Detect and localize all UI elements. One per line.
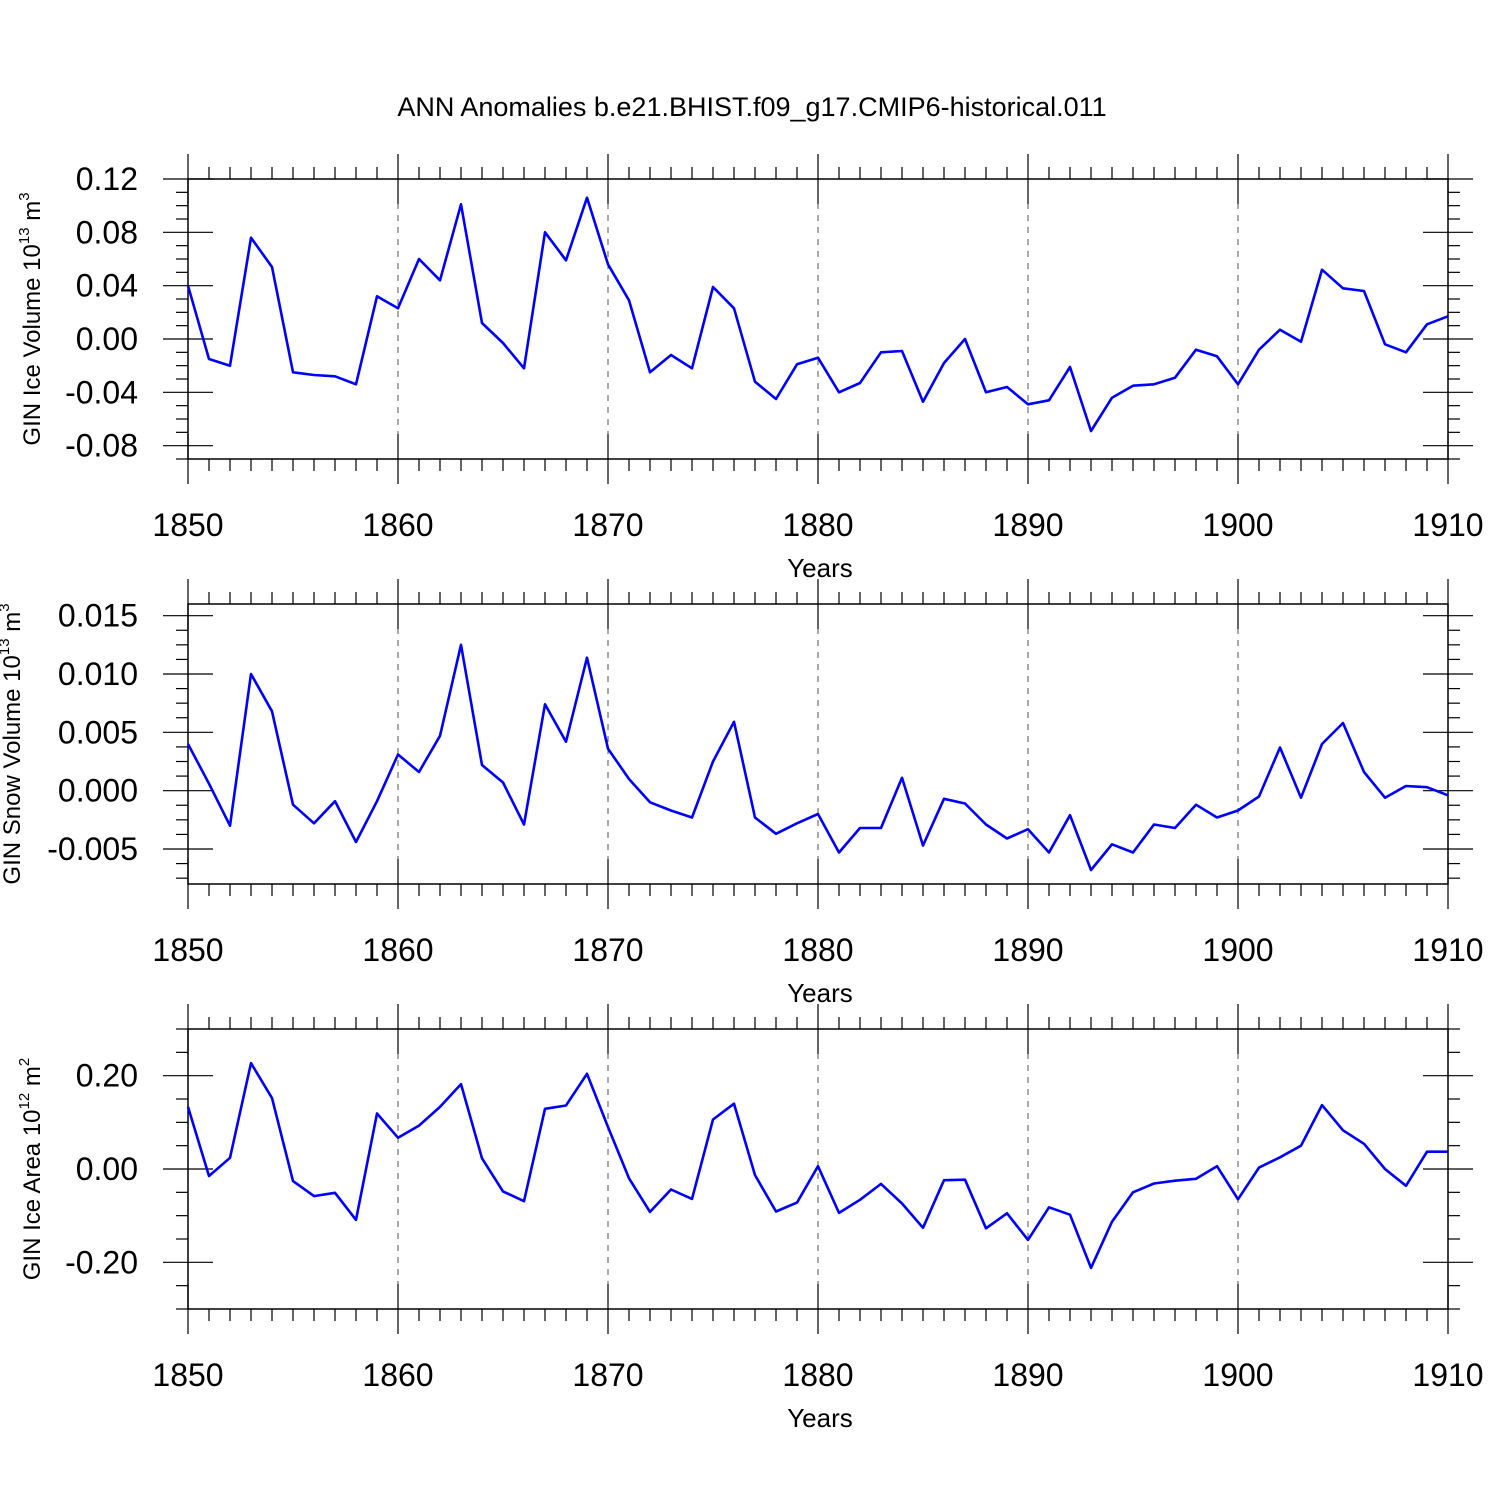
y-tick-label: 0.010 <box>58 656 138 692</box>
x-tick-label: 1880 <box>782 1357 853 1393</box>
y-axis-title-exponent: 13 <box>16 227 33 244</box>
chart-panel-3: 1850 1860 1870 1880 1890 1900 1910 Years -0.20 0.… <box>16 1004 1484 1433</box>
y-axis-title-main: GIN Snow Volume 10 <box>0 655 26 884</box>
x-tick-label: 1890 <box>992 932 1063 968</box>
x-axis-title: Years <box>787 978 853 1008</box>
y-axis-title-exponent: 12 <box>16 1093 33 1110</box>
y-axis-title-main: GIN Ice Volume 10 <box>19 244 46 445</box>
x-tick-label: 1850 <box>152 1357 223 1393</box>
x-tick-label: 1870 <box>572 932 643 968</box>
y-axis-title-main: GIN Ice Area 10 <box>19 1109 46 1280</box>
panels: 1850 1860 1870 1880 1890 1900 1910 Years -0.08 -0… <box>0 154 1484 1433</box>
y-axis-title: GIN Ice Area 1012 m2 <box>16 1058 46 1280</box>
y-tick-label: 0.00 <box>76 321 138 357</box>
series-line <box>186 196 1449 433</box>
x-tick-label: 1910 <box>1412 507 1483 543</box>
y-axis-title-unit-exponent: 2 <box>16 1058 33 1066</box>
x-tick-label: 1900 <box>1202 932 1273 968</box>
y-tick-label: 0.20 <box>76 1058 138 1094</box>
figure-title: ANN Anomalies b.e21.BHIST.f09_g17.CMIP6-… <box>397 92 1106 122</box>
y-tick-label: 0.04 <box>76 268 138 304</box>
x-tick-label: 1860 <box>362 1357 433 1393</box>
y-tick-label: -0.005 <box>47 831 138 867</box>
x-tick-label: 1870 <box>572 1357 643 1393</box>
y-axis-title-unit: m <box>19 201 46 228</box>
x-tick-label: 1890 <box>992 507 1063 543</box>
y-axis-title: GIN Snow Volume 1013 m3 <box>0 603 26 884</box>
y-axis-title-unit-exponent: 3 <box>0 603 13 611</box>
y-tick-label: 0.08 <box>76 214 138 250</box>
x-tick-label: 1880 <box>782 932 853 968</box>
x-tick-label: 1860 <box>362 932 433 968</box>
y-tick-label: 0.015 <box>58 598 138 634</box>
y-axis-title-unit: m <box>0 612 26 639</box>
x-tick-label: 1890 <box>992 1357 1063 1393</box>
series-line <box>186 1061 1448 1270</box>
y-axis-title-unit-exponent: 3 <box>16 192 33 200</box>
y-axis-title: GIN Ice Volume 1013 m3 <box>16 192 46 445</box>
x-tick-label: 1910 <box>1412 932 1483 968</box>
x-axis-title: Years <box>787 553 853 583</box>
x-tick-label: 1900 <box>1202 1357 1273 1393</box>
y-tick-label: 0.005 <box>58 714 138 750</box>
x-tick-label: 1870 <box>572 507 643 543</box>
y-axis-title-exponent: 13 <box>0 638 13 655</box>
x-tick-label: 1860 <box>362 507 433 543</box>
x-tick-label: 1850 <box>152 507 223 543</box>
x-tick-label: 1850 <box>152 932 223 968</box>
x-tick-label: 1910 <box>1412 1357 1483 1393</box>
y-tick-label: -0.04 <box>65 374 138 410</box>
y-tick-label: -0.08 <box>65 428 138 464</box>
chart-panel-2: 1850 1860 1870 1880 1890 1900 1910 Years -0.005 0… <box>0 579 1484 1008</box>
x-axis-title: Years <box>787 1403 853 1433</box>
y-tick-label: -0.20 <box>65 1244 138 1280</box>
x-tick-label: 1900 <box>1202 507 1273 543</box>
y-tick-label: 0.12 <box>76 161 138 197</box>
y-axis-title-unit: m <box>19 1066 46 1093</box>
y-tick-label: 0.00 <box>76 1151 138 1187</box>
chart-panel-1: 1850 1860 1870 1880 1890 1900 1910 Years -0.08 -0… <box>16 154 1484 583</box>
x-tick-label: 1880 <box>782 507 853 543</box>
y-tick-label: 0.000 <box>58 773 138 809</box>
series-line <box>186 643 1449 872</box>
